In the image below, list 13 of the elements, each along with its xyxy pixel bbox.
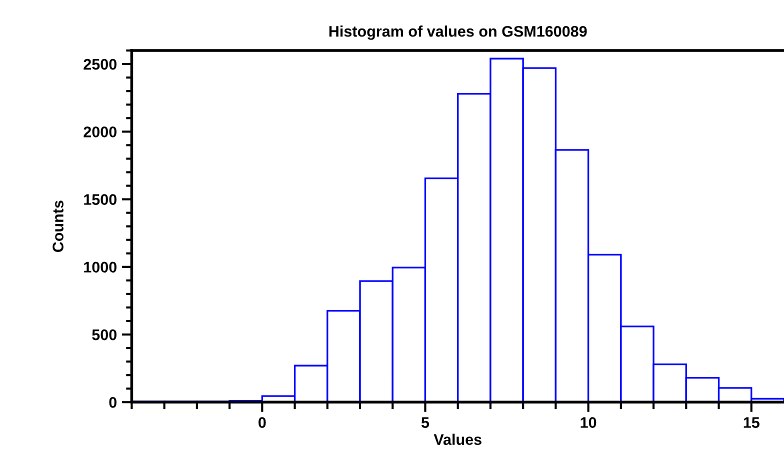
y-tick-label: 0 [109,397,117,408]
x-tick-label: 0 [258,417,266,428]
x-tick-label: 15 [744,417,760,428]
x-tick-label: 5 [421,417,430,428]
y-tick-label: 2000 [84,126,117,138]
y-tick-label: 2500 [84,58,117,70]
y-tick-label: 1500 [84,194,117,205]
x-tick-label: 10 [580,417,596,428]
y-tick-label: 500 [92,329,117,340]
y-axis-title: Counts [52,200,64,252]
y-tick-label: 1000 [84,262,117,273]
x-axis-title: Values [434,434,482,445]
chart-title: Histogram of values on GSM160089 [329,26,587,40]
